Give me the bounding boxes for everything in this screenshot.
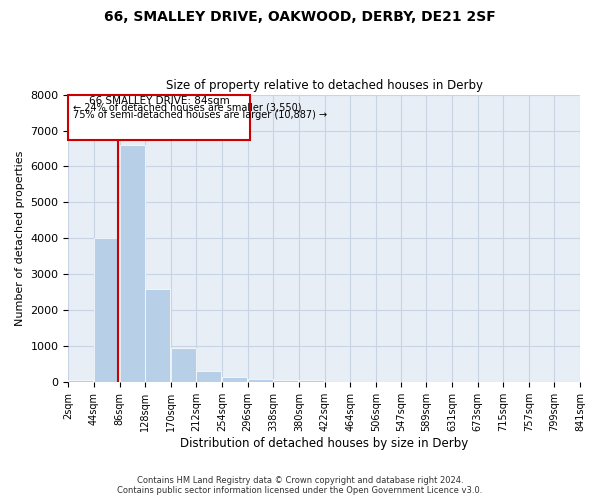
Y-axis label: Number of detached properties: Number of detached properties (15, 150, 25, 326)
Text: ← 24% of detached houses are smaller (3,550): ← 24% of detached houses are smaller (3,… (73, 103, 302, 113)
Bar (273, 380, 298, 382)
Bar (171, 348, 196, 382)
Bar (196, 370, 221, 382)
Text: Contains HM Land Registry data © Crown copyright and database right 2024.: Contains HM Land Registry data © Crown c… (137, 476, 463, 485)
Title: Size of property relative to detached houses in Derby: Size of property relative to detached ho… (166, 79, 483, 92)
Text: Contains public sector information licensed under the Open Government Licence v3: Contains public sector information licen… (118, 486, 482, 495)
Bar (248, 378, 272, 382)
Bar (94, 238, 119, 382)
X-axis label: Distribution of detached houses by size in Derby: Distribution of detached houses by size … (180, 437, 469, 450)
Text: 75% of semi-detached houses are larger (10,887) →: 75% of semi-detached houses are larger (… (73, 110, 328, 120)
Bar (119, 145, 145, 382)
Bar (68, 94, 250, 140)
Text: 66, SMALLEY DRIVE, OAKWOOD, DERBY, DE21 2SF: 66, SMALLEY DRIVE, OAKWOOD, DERBY, DE21 … (104, 10, 496, 24)
Bar (68, 380, 94, 382)
Bar (299, 380, 324, 382)
Bar (145, 288, 170, 382)
Bar (222, 377, 247, 382)
Text: 66 SMALLEY DRIVE: 84sqm: 66 SMALLEY DRIVE: 84sqm (89, 96, 230, 106)
